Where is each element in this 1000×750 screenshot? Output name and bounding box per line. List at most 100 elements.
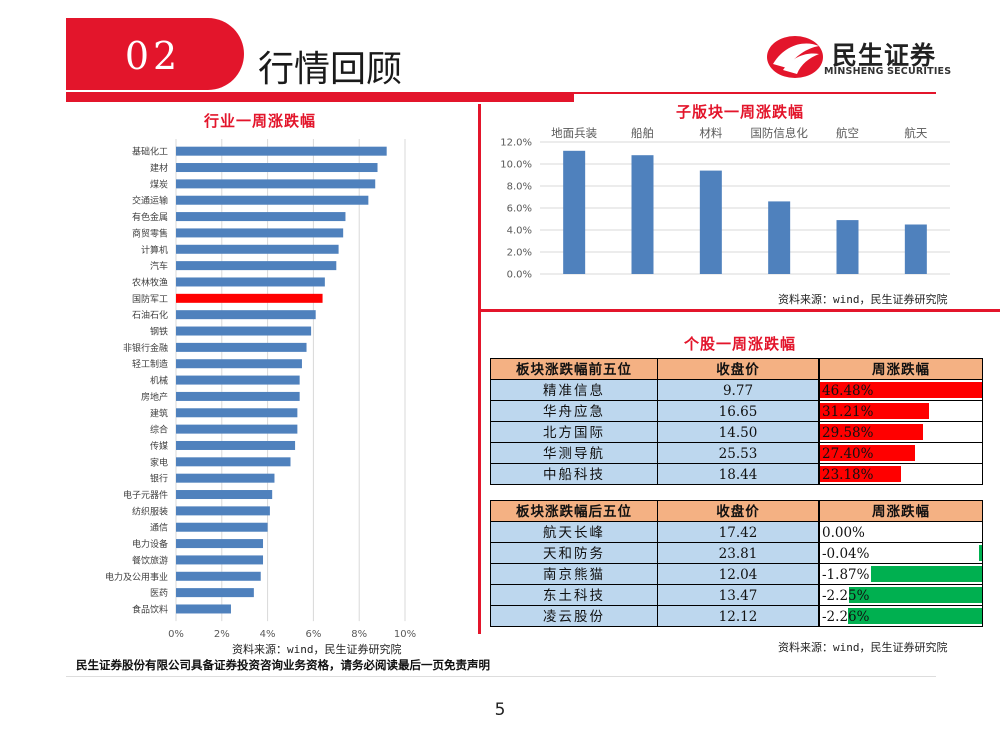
page-number: 5 (494, 700, 506, 720)
industry-category-label: 煤炭 (150, 178, 168, 190)
industry-category-label: 机械 (150, 375, 168, 387)
industry-bar (176, 424, 298, 434)
industry-bar (176, 195, 369, 205)
industry-category-label: 银行 (150, 473, 168, 485)
industry-category-label: 医药 (150, 588, 168, 599)
subsector-y-tick: 4.0% (507, 226, 532, 237)
stock-close: 12.04 (657, 563, 819, 585)
top-table-header: 板块涨跌幅前五位 (490, 358, 658, 380)
subsector-category-label: 国防信息化 (750, 126, 808, 140)
stock-close: 13.47 (657, 584, 819, 606)
stocks-source: 资料来源：wind，民生证券研究院 (778, 641, 948, 654)
stock-name: 东土科技 (490, 584, 658, 606)
subsector-category-label: 地面兵装 (551, 126, 597, 140)
stock-close: 12.12 (657, 605, 819, 627)
industry-category-label: 交通运输 (132, 195, 168, 207)
industry-bar (176, 310, 316, 320)
subsector-bar-chart: 0.0% 2.0% 4.0% 6.0% 8.0% 10.0% 12.0% 地面兵装 船舶 材料 国防… (500, 126, 950, 281)
subsector-bar (563, 150, 586, 274)
subsector-y-tick: 0.0% (507, 270, 532, 281)
stock-name: 北方国际 (490, 421, 658, 443)
stock-name: 精准信息 (490, 379, 658, 401)
change-bar-positive (820, 445, 916, 461)
stock-close: 18.44 (657, 463, 819, 485)
industry-bar (176, 588, 254, 598)
logo-text-cn: 民生证券 (832, 41, 937, 70)
top-table-header: 收盘价 (657, 358, 819, 380)
industry-bar (176, 146, 387, 156)
minsheng-logo-icon (767, 36, 823, 78)
industry-bar-highlight (176, 293, 323, 303)
stock-change: 31.21% (819, 400, 983, 422)
subsector-chart-source: 资料来源：wind，民生证券研究院 (778, 293, 948, 306)
industry-bar (176, 473, 275, 483)
subsector-chart-title: 子版块一周涨跌幅 (675, 103, 804, 121)
stock-name: 凌云股份 (490, 605, 658, 627)
industry-category-label: 非银行金融 (123, 342, 168, 354)
subsector-bar (699, 170, 722, 274)
change-bar-negative (848, 608, 982, 624)
subsector-y-tick: 10.0% (500, 160, 532, 171)
panel-divider-horizontal (478, 309, 1000, 312)
industry-chart-source: 资料来源：wind，民生证券研究院 (232, 643, 402, 656)
industry-x-tick: 10% (394, 629, 416, 640)
industry-bar (176, 408, 298, 418)
subsector-bar (904, 224, 927, 274)
industry-bar (176, 391, 300, 401)
bottom-five-table: 板块涨跌幅后五位 收盘价 周涨跌幅 航天长峰 17.42 0.00% 天和防务 23.81 -0… (490, 500, 984, 632)
bottom-table-header: 板块涨跌幅后五位 (490, 500, 658, 522)
industry-bar (176, 244, 339, 254)
industry-bar (176, 522, 268, 532)
stock-name: 天和防务 (490, 542, 658, 564)
bottom-table-header: 周涨跌幅 (819, 500, 983, 522)
header-rule (66, 92, 574, 102)
industry-category-label: 汽车 (150, 260, 168, 272)
top-five-table: 板块涨跌幅前五位 收盘价 周涨跌幅 精准信息 9.77 46.48% 华舟应急 16.65 31… (490, 358, 984, 490)
stock-close: 17.42 (657, 521, 819, 543)
subsector-y-tick: 12.0% (500, 138, 532, 149)
stock-name: 中船科技 (490, 463, 658, 485)
stock-change: 29.58% (819, 421, 983, 443)
industry-x-tick: 2% (214, 629, 230, 640)
industry-x-tick: 6% (305, 629, 321, 640)
industry-category-label: 轻工制造 (132, 358, 168, 370)
page-title: 行情回顾 (258, 49, 403, 90)
industry-category-label: 通信 (150, 522, 168, 534)
industry-category-label: 商贸零售 (132, 227, 168, 239)
subsector-bar (631, 155, 654, 274)
industry-bar (176, 555, 264, 565)
industry-category-label: 基础化工 (132, 146, 168, 158)
industry-bar (176, 228, 344, 238)
industry-x-tick: 4% (260, 629, 276, 640)
logo-text-en: MINSHENG SECURITIES (824, 66, 952, 77)
stock-change: 27.40% (819, 442, 983, 464)
stock-close: 25.53 (657, 442, 819, 464)
industry-category-label: 石油石化 (132, 309, 168, 321)
stocks-title: 个股一周涨跌幅 (683, 335, 796, 353)
industry-bar (176, 457, 291, 467)
stock-change: -2.26% (819, 605, 983, 627)
section-number: 02 (124, 34, 182, 78)
bottom-table-header: 收盘价 (657, 500, 819, 522)
change-bar-positive (820, 403, 929, 419)
stock-change: 0.00% (819, 521, 983, 543)
industry-bar (176, 571, 261, 581)
change-bar-negative (848, 587, 982, 603)
stock-close: 14.50 (657, 421, 819, 443)
industry-category-label: 餐饮旅游 (132, 554, 168, 566)
industry-category-label: 纺织服装 (132, 505, 168, 517)
industry-bar (176, 440, 296, 450)
disclaimer: 民生证券股份有限公司具备证券投资咨询业务资格，请务必阅读最后一页免责声明 (76, 658, 490, 672)
industry-category-label: 电子元器件 (123, 489, 168, 501)
header-rule-thin (574, 92, 936, 94)
industry-bar (176, 261, 337, 271)
subsector-y-tick: 6.0% (507, 204, 532, 215)
industry-category-label: 电力设备 (132, 538, 168, 550)
subsector-bar (768, 201, 791, 274)
footer-rule (66, 676, 936, 677)
industry-bar (176, 277, 325, 287)
industry-category-label: 食品饮料 (132, 603, 168, 615)
stock-change: -2.25% (819, 584, 983, 606)
stock-change: 46.48% (819, 379, 983, 401)
industry-category-label: 建筑 (150, 407, 168, 419)
